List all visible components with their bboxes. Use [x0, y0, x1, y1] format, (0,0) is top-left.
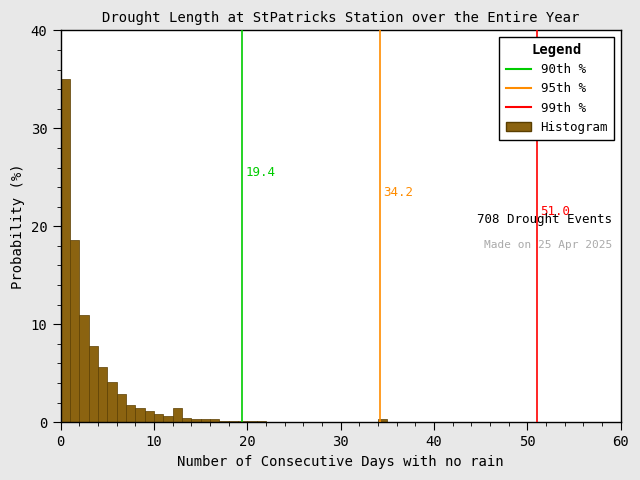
Bar — [145, 411, 154, 422]
Bar — [163, 416, 173, 422]
Bar — [210, 419, 220, 422]
Bar — [154, 414, 163, 422]
Bar — [182, 418, 191, 422]
Bar — [191, 419, 200, 422]
Y-axis label: Probability (%): Probability (%) — [11, 164, 25, 289]
X-axis label: Number of Consecutive Days with no rain: Number of Consecutive Days with no rain — [177, 455, 504, 469]
Bar — [126, 405, 135, 422]
Text: 708 Drought Events: 708 Drought Events — [477, 213, 612, 226]
Bar — [108, 382, 116, 422]
Bar — [247, 421, 257, 422]
Bar — [79, 315, 88, 422]
Bar — [257, 421, 266, 422]
Title: Drought Length at StPatricks Station over the Entire Year: Drought Length at StPatricks Station ove… — [102, 11, 579, 25]
Bar — [220, 421, 228, 422]
Bar — [378, 419, 387, 422]
Bar — [61, 79, 70, 422]
Text: 51.0: 51.0 — [540, 205, 570, 218]
Bar — [98, 367, 108, 422]
Bar — [228, 421, 238, 422]
Bar — [88, 346, 98, 422]
Bar — [135, 408, 145, 422]
Text: 34.2: 34.2 — [383, 185, 413, 199]
Bar — [70, 240, 79, 422]
Text: Made on 25 Apr 2025: Made on 25 Apr 2025 — [484, 240, 612, 250]
Text: 19.4: 19.4 — [245, 166, 275, 179]
Bar — [200, 419, 210, 422]
Legend: 90th %, 95th %, 99th %, Histogram: 90th %, 95th %, 99th %, Histogram — [499, 36, 614, 140]
Bar — [116, 394, 126, 422]
Bar — [173, 408, 182, 422]
Bar — [238, 421, 247, 422]
